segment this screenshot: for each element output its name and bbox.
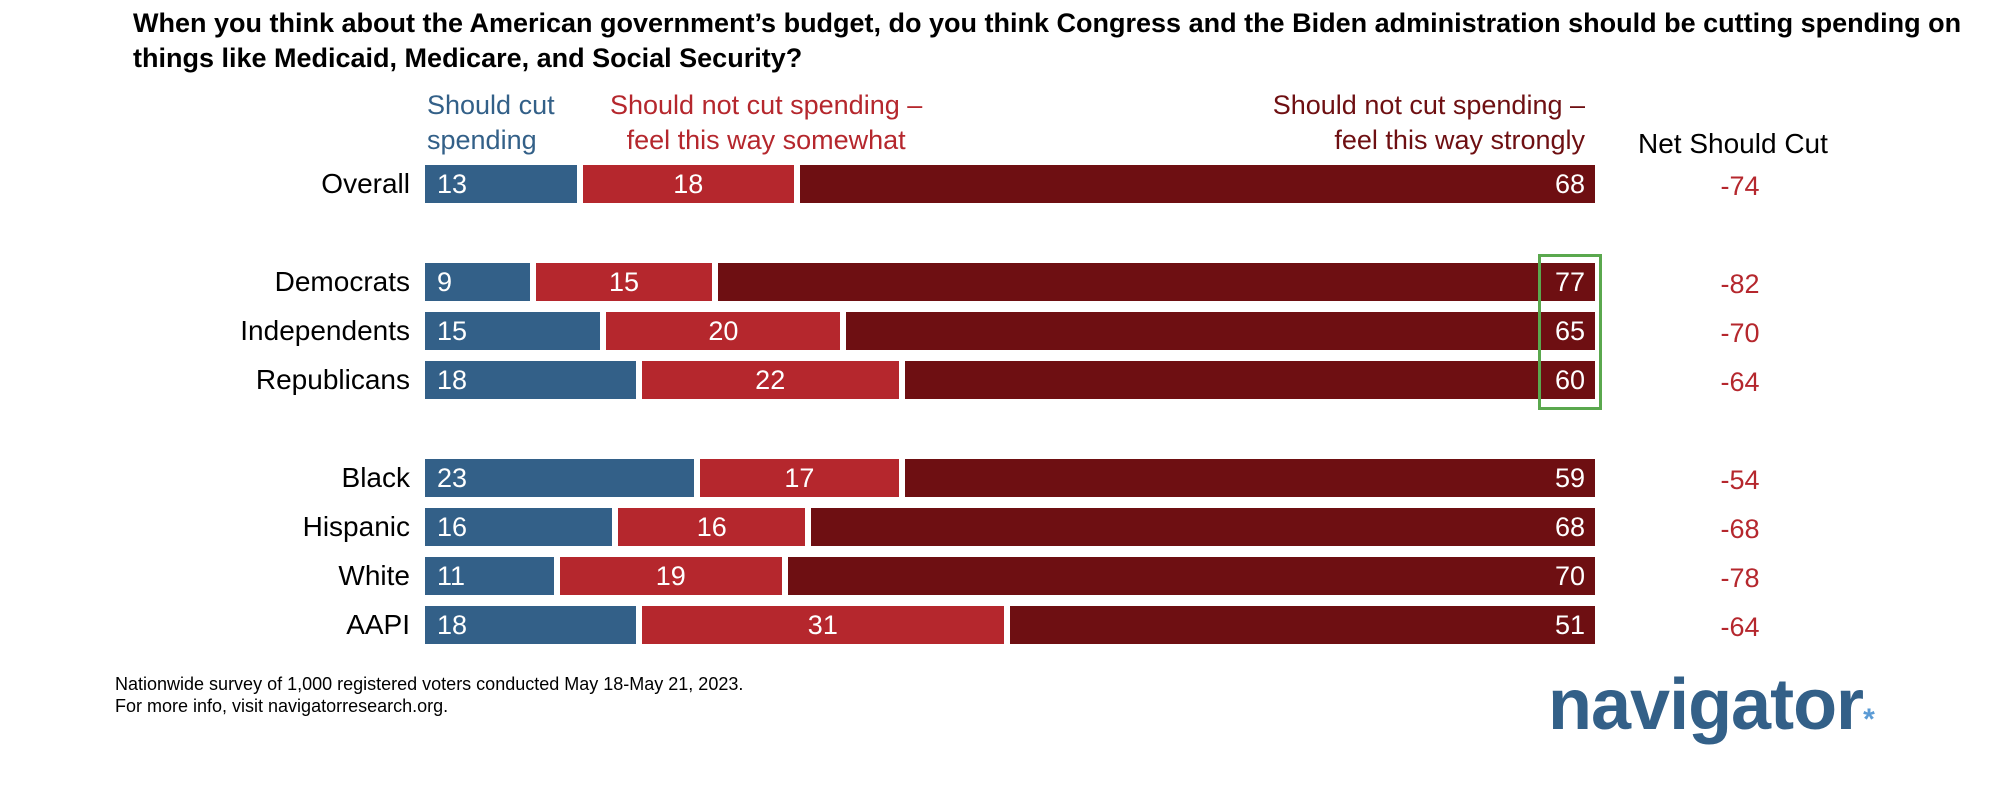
net-header: Net Should Cut bbox=[1638, 128, 1828, 159]
bar-segment-somewhat: 18 bbox=[583, 165, 794, 203]
row-republicans: Republicans 18 22 60 -64 bbox=[0, 361, 2000, 399]
chart-title: When you think about the American govern… bbox=[133, 8, 1962, 73]
bar-segment-cut: 13 bbox=[425, 165, 578, 203]
bar-segment-somewhat: 15 bbox=[536, 263, 712, 301]
net-value: -64 bbox=[1720, 612, 1760, 642]
stacked-bar: 23 17 59 bbox=[425, 459, 1595, 497]
legend-not-cut-strongly: Should not cut spending – feel this way … bbox=[1272, 90, 1585, 155]
bar-segment-cut: 9 bbox=[425, 263, 531, 301]
category-label: White bbox=[338, 560, 410, 591]
bar-segment-strongly: 60 bbox=[904, 361, 1595, 399]
footnote-info: For more info, visit navigatorresearch.o… bbox=[115, 696, 449, 716]
asterisk-icon: * bbox=[1863, 703, 1875, 736]
category-label: Independents bbox=[240, 315, 410, 346]
bar-segment-strongly: 77 bbox=[717, 263, 1595, 301]
net-value: -78 bbox=[1720, 563, 1760, 593]
legend-not-cut-somewhat: Should not cut spending – feel this way … bbox=[610, 90, 923, 155]
category-label: Overall bbox=[321, 168, 410, 199]
footnote-survey: Nationwide survey of 1,000 registered vo… bbox=[115, 674, 744, 694]
bar-segment-strongly: 51 bbox=[1010, 606, 1595, 644]
bar-segment-cut: 15 bbox=[425, 312, 601, 350]
category-label: Black bbox=[341, 462, 410, 493]
bar-segment-strongly: 68 bbox=[799, 165, 1595, 203]
category-label: Democrats bbox=[274, 266, 410, 297]
net-value: -82 bbox=[1720, 269, 1760, 299]
stacked-bar: 11 19 70 bbox=[425, 557, 1595, 595]
bar-segment-cut: 18 bbox=[425, 361, 636, 399]
bar-segment-strongly: 59 bbox=[904, 459, 1595, 497]
bar-segment-somewhat: 22 bbox=[641, 361, 899, 399]
navigator-logo: navigator* bbox=[1548, 664, 1875, 746]
bar-segment-strongly: 65 bbox=[846, 312, 1595, 350]
row-hispanic: Hispanic 16 16 68 -68 bbox=[0, 508, 2000, 546]
bar-segment-somewhat: 19 bbox=[559, 557, 782, 595]
row-white: White 11 19 70 -78 bbox=[0, 557, 2000, 595]
row-black: Black 23 17 59 -54 bbox=[0, 459, 2000, 497]
stacked-bar: 15 20 65 bbox=[425, 312, 1595, 350]
category-label: Hispanic bbox=[302, 511, 410, 542]
bar-segment-cut: 11 bbox=[425, 557, 554, 595]
stacked-bar: 16 16 68 bbox=[425, 508, 1595, 546]
legend-should-cut: Should cut spending bbox=[427, 90, 555, 155]
net-value: -68 bbox=[1720, 514, 1760, 544]
bar-segment-somewhat: 20 bbox=[606, 312, 841, 350]
net-value: -54 bbox=[1720, 465, 1760, 495]
row-overall: Overall 13 18 68 -74 bbox=[0, 165, 2000, 203]
row-aapi: AAPI 18 31 51 -64 bbox=[0, 606, 2000, 644]
bar-segment-somewhat: 31 bbox=[641, 606, 1005, 644]
stacked-bar: 18 22 60 bbox=[425, 361, 1595, 399]
stacked-bar: 18 31 51 bbox=[425, 606, 1595, 644]
highlight-box bbox=[1538, 254, 1602, 410]
bar-segment-strongly: 68 bbox=[811, 508, 1595, 546]
bar-segment-cut: 18 bbox=[425, 606, 636, 644]
stacked-bar: 13 18 68 bbox=[425, 165, 1595, 203]
category-label: AAPI bbox=[346, 609, 410, 640]
bar-segment-strongly: 70 bbox=[787, 557, 1595, 595]
bar-segment-cut: 23 bbox=[425, 459, 695, 497]
bar-segment-somewhat: 17 bbox=[700, 459, 899, 497]
row-democrats: Democrats 9 15 77 -82 bbox=[0, 263, 2000, 301]
net-value: -64 bbox=[1720, 367, 1760, 397]
net-value: -74 bbox=[1720, 171, 1760, 201]
bar-segment-somewhat: 16 bbox=[618, 508, 806, 546]
row-independents: Independents 15 20 65 -70 bbox=[0, 312, 2000, 350]
bar-segment-cut: 16 bbox=[425, 508, 613, 546]
category-label: Republicans bbox=[255, 364, 410, 395]
stacked-bar: 9 15 77 bbox=[425, 263, 1595, 301]
net-value: -70 bbox=[1720, 318, 1760, 348]
logo-text: navigator bbox=[1548, 665, 1864, 745]
